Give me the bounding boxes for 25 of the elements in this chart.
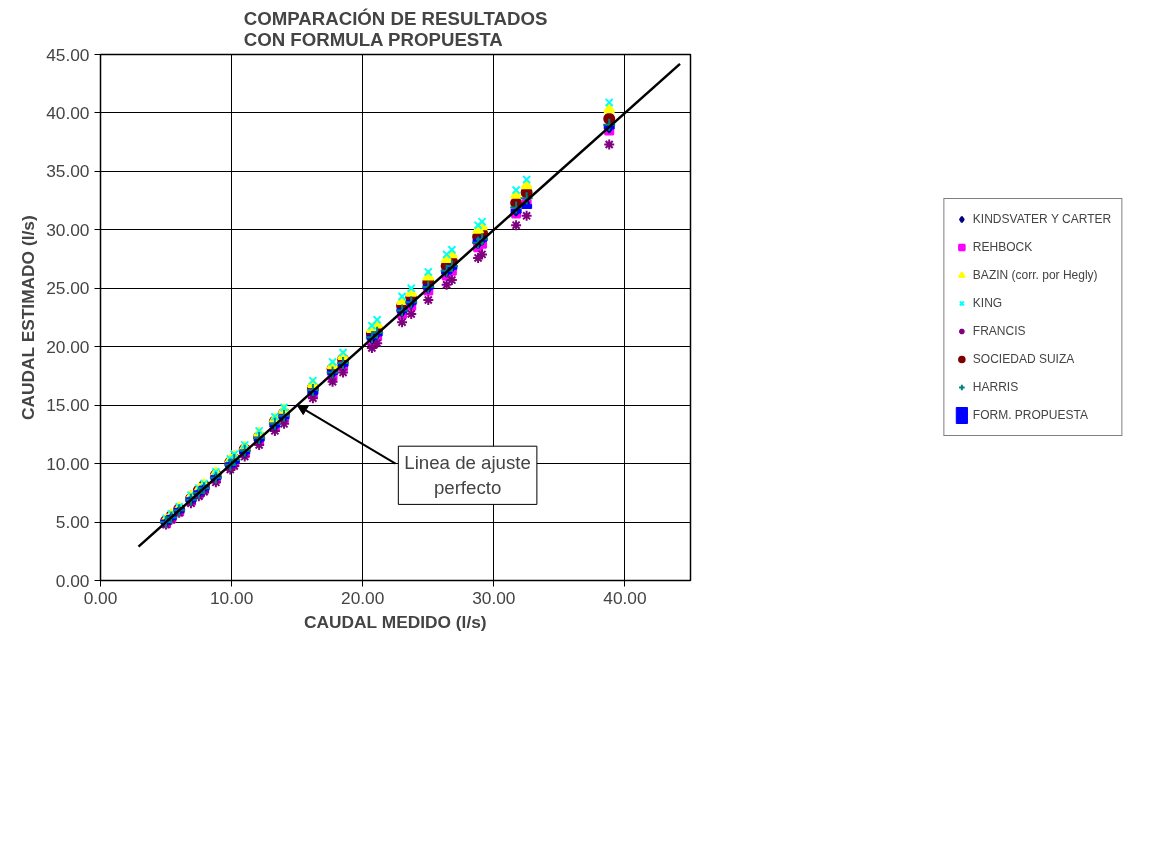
legend-label: HARRIS <box>972 380 1019 394</box>
y-tick-label: 20.00 <box>46 336 90 357</box>
y-tick-label: 10.00 <box>46 453 90 474</box>
y-tick-label: 35.00 <box>46 161 90 182</box>
legend-label: FORM. PROPUESTA <box>972 408 1088 422</box>
y-tick-label: 5.00 <box>55 512 90 533</box>
y-axis-title: CAUDAL ESTIMADO (l/s) <box>18 215 39 421</box>
y-tick-label: 45.00 <box>46 44 90 65</box>
y-tick-label: 25.00 <box>46 278 90 299</box>
x-tick-label: 10.00 <box>209 587 254 608</box>
annotation: Linea de ajuste perfecto <box>404 452 531 499</box>
y-tick-label: 30.00 <box>46 219 90 240</box>
x-tick-label: 20.00 <box>341 587 385 608</box>
x-tick-label: 30.00 <box>472 587 516 608</box>
y-tick-label: 15.00 <box>46 395 90 416</box>
legend-label: KINDSVATER Y CARTER <box>972 212 1112 226</box>
legend-label: FRANCIS <box>972 324 1026 338</box>
x-tick-label: 40.00 <box>603 587 647 608</box>
legend-label: KING <box>972 296 1003 310</box>
x-axis-title: CAUDAL MEDIDO (l/s) <box>304 611 487 632</box>
legend-label: REHBOCK <box>972 240 1033 254</box>
legend-label: BAZIN (corr. por Hegly) <box>972 268 1098 282</box>
legend-label: SOCIEDAD SUIZA <box>972 352 1075 366</box>
chart-title: COMPARACIÓN DE RESULTADOS CON FORMULA PROPUESTA <box>243 7 548 50</box>
y-tick-label: 40.00 <box>46 102 90 123</box>
